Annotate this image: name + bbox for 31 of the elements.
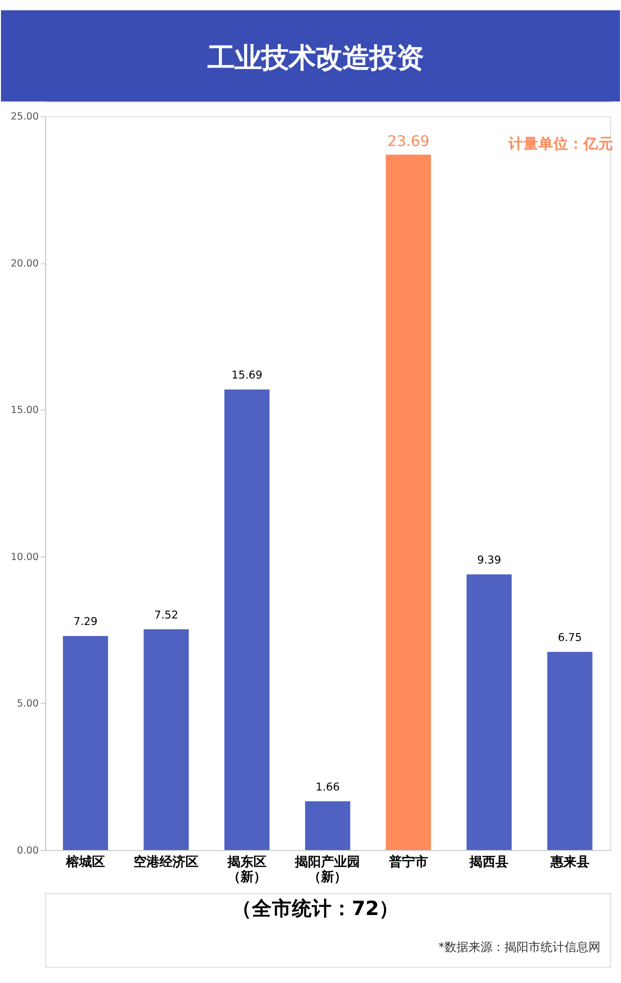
data-label: 7.29 <box>73 615 98 628</box>
x-tick-label: 揭阳产业园（新） <box>294 854 360 885</box>
bar <box>144 629 189 850</box>
y-tick-label: 15.00 <box>10 405 39 416</box>
x-tick-label: 空港经济区 <box>134 854 199 870</box>
text: *数据来源：揭阳市统计信息网 <box>438 940 600 954</box>
bar <box>224 389 270 850</box>
x-tick-label: 普宁市 <box>388 854 428 870</box>
y-tick-label: 0.00 <box>16 845 39 856</box>
data-label: 15.69 <box>232 368 263 382</box>
chart-title: 工业技术改造投资 <box>206 43 424 74</box>
bar <box>466 574 512 850</box>
y-tick-label: 25.00 <box>10 112 39 123</box>
data-label: 23.69 <box>387 132 430 150</box>
y-tick-label: 10.00 <box>10 552 39 563</box>
data-label: 7.52 <box>154 608 178 622</box>
y-tick-label: 5.00 <box>16 698 39 710</box>
bar <box>386 154 431 850</box>
data-label: 9.39 <box>477 554 502 567</box>
bar <box>305 801 350 850</box>
data-label: 6.75 <box>558 631 582 644</box>
annotation: 计量单位：亿元 <box>508 136 614 153</box>
bar <box>547 652 592 850</box>
x-tick-label: 揭东区（新） <box>226 854 266 885</box>
x-tick-label: 惠来县 <box>549 854 590 870</box>
text: （全市统计：72） <box>232 896 400 920</box>
x-tick-label: 榕城区 <box>64 854 105 870</box>
x-tick-label: 揭西县 <box>468 855 509 870</box>
data-label: 1.66 <box>316 780 340 794</box>
bar <box>62 636 108 850</box>
y-tick-label: 20.00 <box>10 258 39 270</box>
